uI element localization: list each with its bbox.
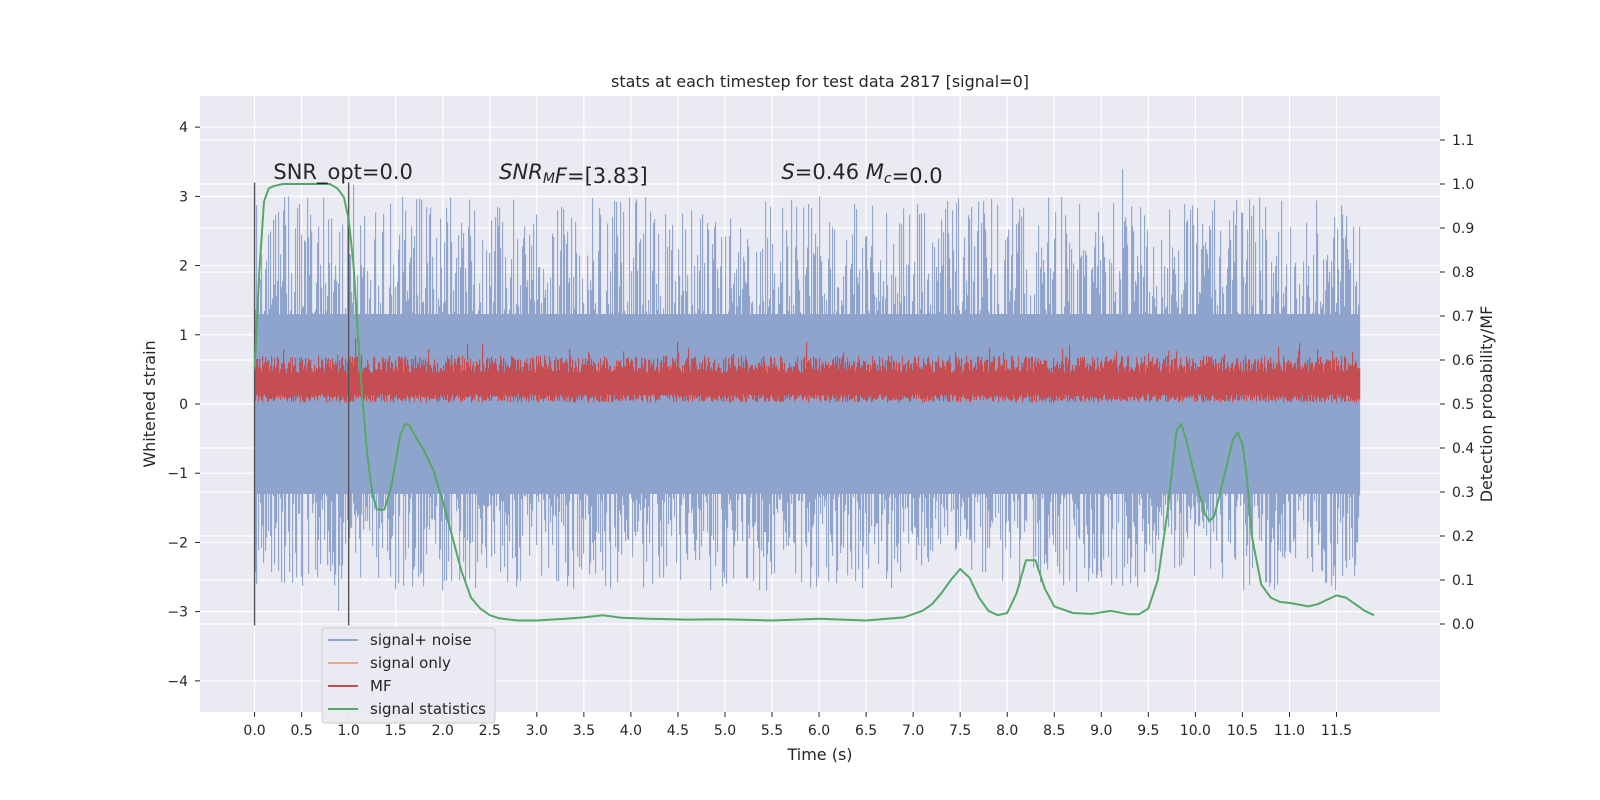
y-tick-label: 3 <box>179 189 188 205</box>
y-right-tick-label: 0.0 <box>1452 617 1474 633</box>
legend-label: signal only <box>370 654 451 672</box>
y-right-tick-label: 0.6 <box>1452 353 1474 369</box>
y-right-axis-label: Detection probability/MF <box>1477 306 1496 503</box>
x-tick-label: 7.5 <box>949 723 971 739</box>
y-tick-label: 1 <box>179 328 188 344</box>
x-tick-label: 11.5 <box>1321 723 1352 739</box>
window-markers <box>253 182 350 626</box>
legend-label: signal+ noise <box>370 631 472 649</box>
x-tick-label: 6.0 <box>808 723 830 739</box>
x-tick-label: 10.5 <box>1227 723 1258 739</box>
y-right-tick-label: 0.2 <box>1452 529 1474 545</box>
x-tick-label: 1.5 <box>385 723 407 739</box>
y-right-axis-ticks: 0.0 0.1 0.2 0.3 0.4 0.5 0.6 0.7 0.8 0.9 1.0 1.1 <box>1440 133 1474 633</box>
y-tick-label: −3 <box>167 605 188 621</box>
x-tick-label: 0.5 <box>290 723 312 739</box>
y-axis-label: Whitened strain <box>140 340 159 467</box>
y-right-tick-label: 0.9 <box>1452 221 1474 237</box>
legend: signal+ noise signal only MF signal statist… <box>321 627 496 724</box>
x-tick-label: 8.0 <box>996 723 1018 739</box>
x-tick-label: 7.0 <box>902 723 924 739</box>
x-tick-label: 2.5 <box>479 723 501 739</box>
x-tick-label: 1.0 <box>338 723 360 739</box>
x-tick-label: 9.0 <box>1090 723 1112 739</box>
y-right-tick-label: 0.4 <box>1452 441 1474 457</box>
legend-box <box>321 627 496 724</box>
y-right-tick-label: 0.7 <box>1452 309 1474 325</box>
x-tick-label: 3.5 <box>573 723 595 739</box>
annotations: SNR_opt=0.0 SNRMF=[3.83] S=0.46 Mc=0.0 <box>273 160 942 188</box>
y-tick-label: −2 <box>167 535 188 551</box>
y-tick-label: 4 <box>179 120 188 136</box>
x-tick-label: 8.5 <box>1043 723 1065 739</box>
y-right-tick-label: 0.8 <box>1452 265 1474 281</box>
y-axis-ticks: −4 −3 −2 −1 0 1 2 3 4 <box>167 120 200 690</box>
y-tick-label: −1 <box>167 466 188 482</box>
y-right-tick-label: 0.3 <box>1452 485 1474 501</box>
legend-label: MF <box>370 677 392 695</box>
y-right-tick-label: 1.1 <box>1452 133 1474 149</box>
x-tick-label: 11.0 <box>1274 723 1305 739</box>
y-right-tick-label: 1.0 <box>1452 177 1474 193</box>
signal-plus-noise-series <box>254 169 1361 612</box>
y-tick-label: −4 <box>167 674 188 690</box>
x-tick-label: 5.0 <box>714 723 736 739</box>
y-tick-label: 2 <box>179 259 188 275</box>
x-tick-label: 0.0 <box>243 723 265 739</box>
x-tick-label: 4.5 <box>667 723 689 739</box>
y-right-tick-label: 0.1 <box>1452 573 1474 589</box>
annotation-snr-mf: SNRMF=[3.83] <box>499 160 648 188</box>
x-tick-label: 5.5 <box>761 723 783 739</box>
x-tick-label: 2.0 <box>432 723 454 739</box>
x-axis-ticks: 0.0 0.5 1.0 1.5 2.0 2.5 3.0 3.5 4.0 4.5 5.0 5.5 6.0 6… <box>243 712 1352 739</box>
x-tick-label: 3.0 <box>526 723 548 739</box>
annotation-s-mc: S=0.46 Mc=0.0 <box>781 160 942 188</box>
signal-statistics-series <box>253 183 1375 622</box>
x-tick-label: 10.0 <box>1180 723 1211 739</box>
x-tick-label: 4.0 <box>620 723 642 739</box>
x-tick-label: 6.5 <box>855 723 877 739</box>
y-right-tick-label: 0.5 <box>1452 397 1474 413</box>
y-tick-label: 0 <box>179 397 188 413</box>
x-axis-label: Time (s) <box>786 745 852 764</box>
chart-title: stats at each timestep for test data 281… <box>611 72 1029 91</box>
signal-statistics-line <box>253 183 1375 622</box>
x-tick-label: 9.5 <box>1137 723 1159 739</box>
annotation-snr-opt: SNR_opt=0.0 <box>273 160 413 185</box>
legend-label: signal statistics <box>370 700 486 718</box>
